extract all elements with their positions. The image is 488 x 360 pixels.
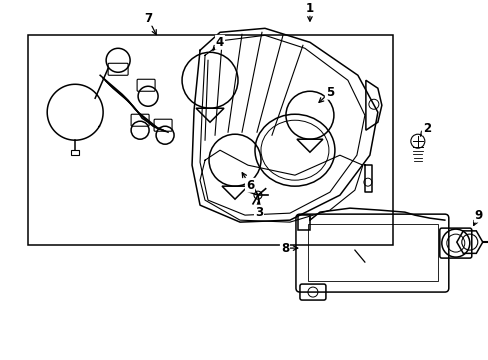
Bar [28,35,392,245]
Text: 5: 5 [325,86,333,99]
Bar [297,215,309,230]
Text: 2: 2 [422,122,430,135]
Text: 7: 7 [144,12,152,25]
Text: 3: 3 [254,206,263,219]
Text: 6: 6 [245,179,254,192]
Text: 1: 1 [305,2,313,15]
Text: 4: 4 [216,36,224,49]
Bar [71,150,79,155]
Bar [307,224,437,281]
Text: 9: 9 [474,209,482,222]
Text: 8: 8 [280,242,288,255]
